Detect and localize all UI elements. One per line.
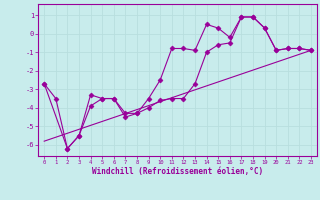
X-axis label: Windchill (Refroidissement éolien,°C): Windchill (Refroidissement éolien,°C) (92, 167, 263, 176)
